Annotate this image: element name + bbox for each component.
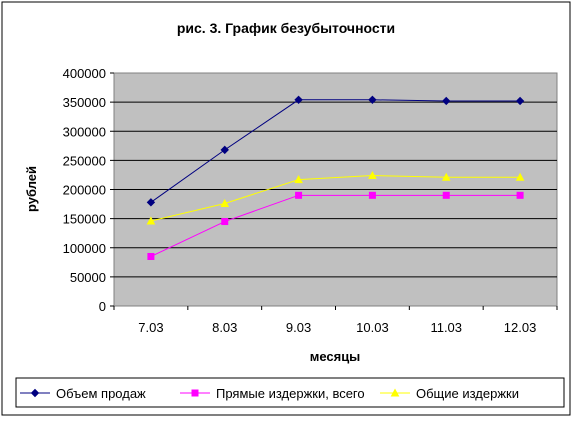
y-tick-label-2: 100000 xyxy=(63,241,106,256)
series-1-line xyxy=(150,194,521,257)
legend-box xyxy=(15,377,565,408)
legend-label-2: Общие издержки xyxy=(416,386,519,401)
series-0-point-3 xyxy=(368,95,377,105)
legend-label-0: Объем продаж xyxy=(56,386,146,401)
y-axis-label: рублей xyxy=(24,166,39,212)
series-0-line xyxy=(150,99,521,203)
series-0-point-5 xyxy=(515,96,525,106)
series-2-line xyxy=(150,175,521,222)
x-tick-label-1: 8.03 xyxy=(212,320,237,335)
series-1-point-1 xyxy=(221,218,229,226)
series-0-point-1 xyxy=(220,145,229,155)
series-0-point-4 xyxy=(442,96,451,106)
series-2-point-0 xyxy=(146,216,156,225)
y-tick-label-4: 200000 xyxy=(63,183,106,198)
series-2-point-1 xyxy=(220,198,230,207)
y-tick-label-3: 150000 xyxy=(63,212,106,227)
x-tick-label-3: 10.03 xyxy=(356,320,389,335)
series-0 xyxy=(146,95,525,207)
chart-title: рис. 3. График безубыточности xyxy=(177,20,395,36)
x-tick-label-0: 7.03 xyxy=(138,320,163,335)
series-0-point-0 xyxy=(146,198,156,207)
legend-entry-2: Общие издержки xyxy=(380,386,519,401)
y-tick-label-7: 350000 xyxy=(63,95,106,110)
y-axis-ticks: 0 50000 100000 150000 200000 250000 300000 3500… xyxy=(63,66,114,314)
series-1-point-4 xyxy=(442,191,450,199)
series-layer xyxy=(146,95,525,260)
legend-entry-0: Объем продаж xyxy=(20,386,146,401)
series-0-point-2 xyxy=(294,95,303,105)
legend-swatch-marker-2 xyxy=(390,388,400,397)
legend: Объем продаж Прямые издержки, всего Общие … xyxy=(20,386,519,401)
x-tick-label-4: 11.03 xyxy=(430,320,462,335)
x-axis-ticks: 7.03 8.03 9.03 10.03 11.03 12.03 xyxy=(113,306,558,335)
legend-label-1: Прямые издержки, всего xyxy=(216,386,365,401)
series-1 xyxy=(147,191,524,260)
series-2-point-5 xyxy=(515,172,525,181)
x-tick-label-5: 12.03 xyxy=(504,320,537,335)
y-tick-label-5: 250000 xyxy=(63,153,106,168)
y-tick-label-1: 50000 xyxy=(70,270,106,285)
series-2-point-2 xyxy=(294,175,303,184)
y-tick-label-6: 300000 xyxy=(63,124,106,139)
x-axis-label: месяцы xyxy=(310,349,361,364)
y-tick-label-8: 400000 xyxy=(63,66,106,81)
x-tick-label-2: 9.03 xyxy=(286,320,311,335)
gridlines xyxy=(114,101,557,278)
y-tick-label-0: 0 xyxy=(99,299,106,314)
series-1-point-2 xyxy=(295,191,303,199)
series-2-point-3 xyxy=(368,170,377,180)
series-1-point-5 xyxy=(516,191,524,199)
legend-swatch-marker-0 xyxy=(30,388,40,398)
series-2-point-4 xyxy=(441,172,451,181)
series-1-point-3 xyxy=(368,191,376,199)
series-2 xyxy=(146,170,525,225)
legend-swatch-marker-1 xyxy=(191,389,199,397)
series-1-point-0 xyxy=(147,252,155,260)
legend-entry-1: Прямые издержки, всего xyxy=(180,386,365,401)
